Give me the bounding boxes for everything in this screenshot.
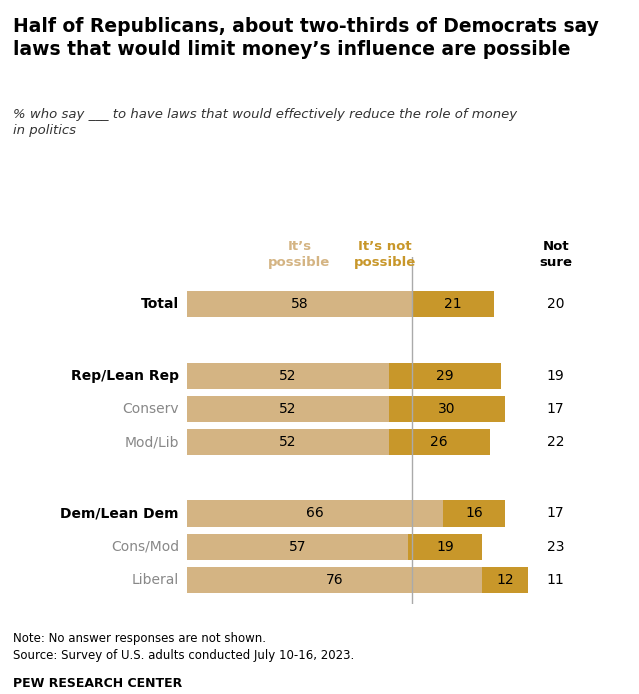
Text: PEW RESEARCH CENTER: PEW RESEARCH CENTER <box>13 677 182 690</box>
Text: 17: 17 <box>547 507 564 520</box>
Text: 76: 76 <box>325 573 343 587</box>
Text: Half of Republicans, about two-thirds of Democrats say
laws that would limit mon: Half of Republicans, about two-thirds of… <box>13 17 599 59</box>
Text: Liberal: Liberal <box>132 573 179 587</box>
Text: 20: 20 <box>547 297 564 312</box>
Text: 23: 23 <box>547 540 564 554</box>
Text: Conserv: Conserv <box>122 402 179 416</box>
Bar <box>389 362 502 389</box>
Text: 16: 16 <box>465 507 483 520</box>
Bar <box>187 362 389 389</box>
Text: 19: 19 <box>436 540 454 554</box>
Text: 19: 19 <box>547 369 564 382</box>
Text: Note: No answer responses are not shown.
Source: Survey of U.S. adults conducted: Note: No answer responses are not shown.… <box>13 632 354 661</box>
Bar <box>187 291 412 317</box>
Text: 17: 17 <box>547 402 564 416</box>
Text: 26: 26 <box>430 435 448 449</box>
Text: Rep/Lean Rep: Rep/Lean Rep <box>71 369 179 382</box>
Text: Cons/Mod: Cons/Mod <box>111 540 179 554</box>
Text: 12: 12 <box>497 573 514 587</box>
Text: 21: 21 <box>444 297 461 312</box>
Bar <box>187 567 482 593</box>
Text: 29: 29 <box>436 369 454 382</box>
Text: 57: 57 <box>289 540 306 554</box>
Text: 22: 22 <box>547 435 564 449</box>
Bar <box>389 429 489 455</box>
Text: Total: Total <box>141 297 179 312</box>
Bar <box>389 396 505 422</box>
Bar <box>443 500 505 527</box>
Text: 52: 52 <box>279 402 296 416</box>
Bar <box>412 291 493 317</box>
Bar <box>482 567 528 593</box>
Text: 52: 52 <box>279 435 296 449</box>
Bar <box>187 534 408 560</box>
Text: 58: 58 <box>291 297 308 312</box>
Text: 11: 11 <box>547 573 564 587</box>
Text: 66: 66 <box>306 507 324 520</box>
Text: Mod/Lib: Mod/Lib <box>125 435 179 449</box>
Text: 52: 52 <box>279 369 296 382</box>
Text: Not
sure: Not sure <box>539 239 572 269</box>
Text: % who say ___ to have laws that would effectively reduce the role of money
in po: % who say ___ to have laws that would ef… <box>13 108 517 137</box>
Bar <box>187 396 389 422</box>
Text: It’s not
possible: It’s not possible <box>353 239 416 269</box>
Bar <box>187 429 389 455</box>
Bar <box>187 500 443 527</box>
Text: It’s
possible: It’s possible <box>268 239 330 269</box>
Text: 30: 30 <box>438 402 456 416</box>
Bar <box>408 534 482 560</box>
Text: Dem/Lean Dem: Dem/Lean Dem <box>61 507 179 520</box>
